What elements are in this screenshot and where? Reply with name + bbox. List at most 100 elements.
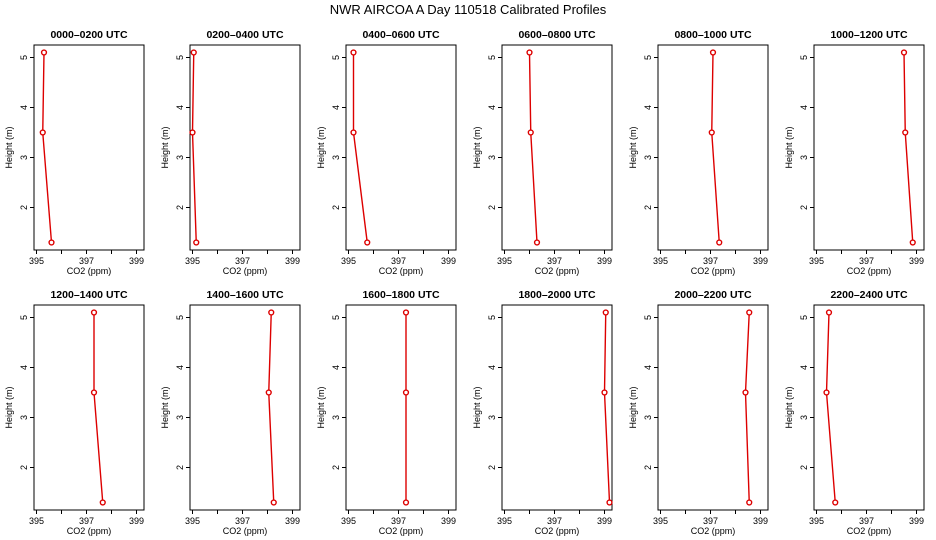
data-point	[265, 389, 272, 396]
y-tick-label: 5	[19, 315, 29, 320]
data-point	[40, 49, 48, 56]
data-point	[527, 129, 534, 136]
x-tick-label: 397	[547, 256, 562, 266]
y-tick-label: 3	[799, 415, 809, 420]
panel-title: 2200–2400 UTC	[830, 289, 907, 301]
data-point	[746, 499, 753, 506]
x-tick-label: 397	[79, 516, 94, 526]
x-tick-label: 395	[29, 256, 44, 266]
x-tick-label: 395	[341, 256, 356, 266]
plot-frame	[657, 44, 769, 251]
y-tick-label: 4	[799, 105, 809, 110]
data-point	[90, 389, 98, 396]
x-tick-label: 395	[809, 256, 824, 266]
plot-frame	[813, 304, 925, 511]
x-tick-label: 397	[391, 516, 406, 526]
plot-frame	[501, 44, 613, 251]
data-point	[402, 309, 410, 316]
panel-title: 0600–0800 UTC	[518, 29, 595, 41]
y-tick-label: 5	[331, 55, 341, 60]
data-point	[602, 309, 609, 316]
y-tick-label: 5	[799, 55, 809, 60]
data-point	[533, 239, 541, 246]
x-tick-label: 397	[859, 256, 874, 266]
x-tick-label: 395	[497, 516, 512, 526]
profile-line	[825, 312, 836, 503]
data-point	[48, 239, 55, 246]
data-point	[99, 499, 106, 506]
x-tick-label: 397	[235, 256, 250, 266]
y-tick-label: 3	[487, 415, 497, 420]
y-axis-label: Height (m)	[472, 126, 482, 168]
y-tick-label: 2	[643, 465, 653, 470]
y-axis-label: Height (m)	[784, 126, 794, 168]
x-axis-label: CO2 (ppm)	[379, 266, 424, 276]
x-tick-label: 395	[29, 516, 44, 526]
data-point	[402, 389, 410, 396]
y-tick-label: 5	[175, 55, 185, 60]
y-tick-label: 3	[175, 415, 185, 420]
profile-line	[528, 52, 538, 243]
plot-frame	[189, 44, 301, 251]
x-axis-label: CO2 (ppm)	[691, 526, 736, 536]
panel-title: 0400–0600 UTC	[362, 29, 439, 41]
profile-line	[711, 52, 720, 243]
data-point	[909, 239, 916, 246]
data-point	[606, 499, 613, 506]
x-tick-label: 395	[809, 516, 824, 526]
y-tick-label: 3	[19, 155, 29, 160]
x-tick-label: 399	[753, 516, 768, 526]
plot-frame	[501, 304, 613, 511]
y-axis-label: Height (m)	[4, 386, 14, 428]
plot-frame	[33, 304, 145, 511]
y-tick-label: 4	[19, 105, 29, 110]
data-point	[350, 129, 357, 136]
data-point	[350, 49, 357, 56]
x-axis-label: CO2 (ppm)	[67, 526, 112, 536]
y-tick-label: 5	[487, 315, 497, 320]
panel-title: 1200–1400 UTC	[50, 289, 127, 301]
profile-line	[93, 312, 104, 503]
y-tick-label: 5	[643, 55, 653, 60]
data-point	[526, 49, 533, 56]
plot-frame	[657, 304, 769, 511]
data-point	[902, 129, 909, 136]
y-tick-label: 2	[643, 205, 653, 210]
x-tick-label: 395	[185, 516, 200, 526]
x-tick-label: 397	[703, 516, 718, 526]
panel-title: 2000–2200 UTC	[674, 289, 751, 301]
y-tick-label: 3	[331, 155, 341, 160]
y-axis-label: Height (m)	[316, 386, 326, 428]
x-tick-label: 399	[441, 516, 456, 526]
y-tick-label: 3	[643, 155, 653, 160]
y-tick-label: 2	[331, 205, 341, 210]
panel-title: 0800–1000 UTC	[674, 29, 751, 41]
data-point	[364, 239, 371, 246]
y-tick-label: 4	[175, 105, 185, 110]
data-point	[402, 499, 410, 506]
profile-line	[903, 52, 914, 243]
x-tick-label: 397	[391, 256, 406, 266]
y-tick-label: 5	[799, 315, 809, 320]
data-point	[746, 309, 753, 316]
y-tick-label: 5	[487, 55, 497, 60]
data-point	[90, 309, 98, 316]
y-axis-label: Height (m)	[784, 386, 794, 428]
y-axis-label: Height (m)	[472, 386, 482, 428]
y-tick-label: 5	[643, 315, 653, 320]
data-point	[708, 129, 715, 136]
y-tick-label: 3	[487, 155, 497, 160]
x-tick-label: 395	[497, 256, 512, 266]
x-tick-label: 397	[859, 516, 874, 526]
y-tick-label: 2	[799, 465, 809, 470]
data-point	[716, 239, 723, 246]
y-tick-label: 4	[331, 105, 341, 110]
x-tick-label: 399	[285, 516, 300, 526]
y-tick-label: 2	[487, 205, 497, 210]
y-tick-label: 3	[331, 415, 341, 420]
x-axis-label: CO2 (ppm)	[535, 526, 580, 536]
y-tick-label: 4	[643, 365, 653, 370]
plot-frame	[189, 304, 301, 511]
y-tick-label: 4	[487, 365, 497, 370]
